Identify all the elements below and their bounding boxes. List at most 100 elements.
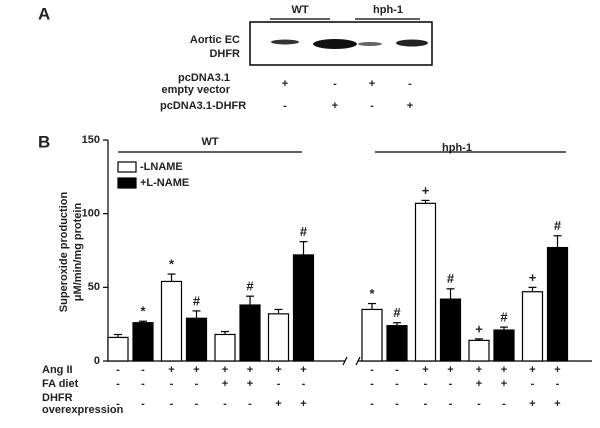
annotation: * xyxy=(140,304,146,319)
sign: - xyxy=(170,398,174,410)
annotation: # xyxy=(447,271,455,286)
blot-label: DHFR xyxy=(209,48,240,60)
sign: + xyxy=(168,364,174,376)
blot-band xyxy=(313,39,357,49)
condition-label: DHFR xyxy=(42,392,73,404)
sign: + xyxy=(447,364,453,376)
sign: - xyxy=(408,78,412,90)
sign: + xyxy=(275,398,281,410)
bar xyxy=(160,280,183,362)
sign: + xyxy=(275,364,281,376)
y-axis-label: Superoxide production xyxy=(58,192,70,313)
sign: - xyxy=(370,100,374,112)
sign: - xyxy=(277,378,281,390)
sign: + xyxy=(554,364,560,376)
legend-label: -LNAME xyxy=(140,161,183,173)
blot-band xyxy=(271,39,299,45)
row-label: pcDNA3.1-DHFR xyxy=(160,100,246,112)
sign: + xyxy=(247,378,253,390)
sign: - xyxy=(170,378,174,390)
panel-label: A xyxy=(38,4,50,23)
sign: + xyxy=(300,364,306,376)
y-tick-label: 100 xyxy=(82,208,100,220)
blot-label: Aortic EC xyxy=(190,34,240,46)
condition-label: Ang II xyxy=(42,364,73,376)
sign: - xyxy=(302,378,306,390)
annotation: + xyxy=(529,270,537,285)
blot-band xyxy=(358,42,382,46)
group-label: WT xyxy=(201,136,218,148)
sign: + xyxy=(369,78,375,90)
sign: - xyxy=(223,398,227,410)
sign: + xyxy=(222,378,228,390)
bar xyxy=(267,313,290,362)
sign: - xyxy=(141,364,145,376)
group-label: hph-1 xyxy=(442,142,472,154)
bar xyxy=(185,317,208,362)
sign: + xyxy=(193,364,199,376)
sign: + xyxy=(422,364,428,376)
sign: - xyxy=(395,398,399,410)
sign: + xyxy=(529,398,535,410)
bar xyxy=(386,325,408,362)
group-label: hph-1 xyxy=(373,4,403,16)
sign: + xyxy=(282,78,288,90)
annotation: # xyxy=(554,218,562,233)
condition-label: FA diet xyxy=(42,378,79,390)
sign: + xyxy=(300,398,306,410)
annotation: * xyxy=(169,257,175,272)
sign: - xyxy=(395,364,399,376)
bar xyxy=(468,339,490,362)
annotation: + xyxy=(475,321,483,336)
axis-break xyxy=(342,356,348,366)
bar xyxy=(239,304,261,362)
sign: - xyxy=(449,378,453,390)
sign: + xyxy=(222,364,228,376)
bar xyxy=(414,202,437,362)
annotation: # xyxy=(246,279,254,294)
sign: + xyxy=(501,378,507,390)
blot-band xyxy=(396,39,428,47)
bar xyxy=(107,336,129,362)
panel-label: B xyxy=(38,132,50,151)
y-tick-label: 0 xyxy=(94,355,100,367)
sign: - xyxy=(531,378,535,390)
sign: - xyxy=(141,378,145,390)
legend-label: +L-NAME xyxy=(140,177,189,189)
bar xyxy=(521,291,544,362)
legend-swatch xyxy=(117,161,137,173)
sign: - xyxy=(141,398,145,410)
sign: + xyxy=(476,364,482,376)
bar xyxy=(292,254,315,362)
sign: + xyxy=(529,364,535,376)
bar xyxy=(214,333,236,362)
row-label: empty vector xyxy=(162,84,231,96)
y-axis-label: μM/min/mg protein xyxy=(72,203,84,302)
annotation: # xyxy=(500,310,508,325)
sign: - xyxy=(116,378,120,390)
group-label: WT xyxy=(291,4,308,16)
annotation: # xyxy=(300,224,308,239)
sign: - xyxy=(556,378,560,390)
sign: - xyxy=(195,378,199,390)
annotation: # xyxy=(193,293,201,308)
bar xyxy=(132,322,154,362)
annotation: + xyxy=(422,183,430,198)
sign: - xyxy=(283,100,287,112)
bar xyxy=(493,329,515,362)
sign: - xyxy=(370,378,374,390)
row-label: pcDNA3.1 xyxy=(178,72,230,84)
sign: - xyxy=(370,364,374,376)
sign: + xyxy=(476,378,482,390)
sign: - xyxy=(477,398,481,410)
sign: + xyxy=(247,364,253,376)
sign: + xyxy=(332,100,338,112)
sign: - xyxy=(248,398,252,410)
sign: - xyxy=(195,398,199,410)
sign: - xyxy=(424,378,428,390)
sign: - xyxy=(370,398,374,410)
sign: - xyxy=(395,378,399,390)
sign: + xyxy=(407,100,413,112)
y-tick-label: 50 xyxy=(88,281,100,293)
